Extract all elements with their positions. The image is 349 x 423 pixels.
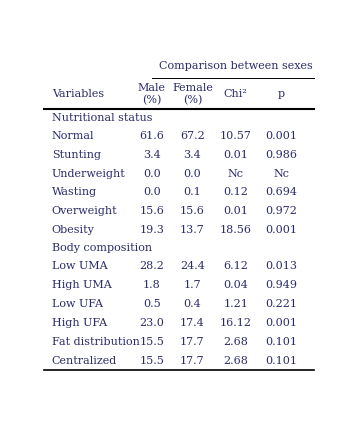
Text: 1.7: 1.7 xyxy=(184,280,201,290)
Text: Centralized: Centralized xyxy=(52,355,117,365)
Text: Low UFA: Low UFA xyxy=(52,299,103,309)
Text: Body composition: Body composition xyxy=(52,243,152,253)
Text: 0.101: 0.101 xyxy=(266,355,298,365)
Text: 17.7: 17.7 xyxy=(180,337,205,346)
Text: 17.7: 17.7 xyxy=(180,355,205,365)
Text: 0.4: 0.4 xyxy=(184,299,201,309)
Text: 0.001: 0.001 xyxy=(266,318,298,328)
Text: Nc: Nc xyxy=(228,168,244,179)
Text: 0.972: 0.972 xyxy=(266,206,298,216)
Text: 23.0: 23.0 xyxy=(139,318,164,328)
Text: Overweight: Overweight xyxy=(52,206,117,216)
Text: 0.12: 0.12 xyxy=(223,187,248,198)
Text: 2.68: 2.68 xyxy=(223,337,248,346)
Text: 61.6: 61.6 xyxy=(139,131,164,141)
Text: Normal: Normal xyxy=(52,131,94,141)
Text: Nc: Nc xyxy=(274,168,290,179)
Text: Underweight: Underweight xyxy=(52,168,126,179)
Text: 0.001: 0.001 xyxy=(266,131,298,141)
Text: 0.0: 0.0 xyxy=(184,168,201,179)
Text: 19.3: 19.3 xyxy=(139,225,164,235)
Text: 6.12: 6.12 xyxy=(223,261,248,271)
Text: p: p xyxy=(278,89,285,99)
Text: 15.6: 15.6 xyxy=(180,206,205,216)
Text: 0.0: 0.0 xyxy=(143,168,161,179)
Text: 0.101: 0.101 xyxy=(266,337,298,346)
Text: 0.01: 0.01 xyxy=(223,150,248,159)
Text: High UFA: High UFA xyxy=(52,318,107,328)
Text: Fat distribution: Fat distribution xyxy=(52,337,140,346)
Text: 18.56: 18.56 xyxy=(220,225,252,235)
Text: 16.12: 16.12 xyxy=(220,318,252,328)
Text: 15.5: 15.5 xyxy=(139,355,164,365)
Text: 1.21: 1.21 xyxy=(223,299,248,309)
Text: 0.01: 0.01 xyxy=(223,206,248,216)
Text: 0.949: 0.949 xyxy=(266,280,298,290)
Text: 67.2: 67.2 xyxy=(180,131,205,141)
Text: 2.68: 2.68 xyxy=(223,355,248,365)
Text: Male
(%): Male (%) xyxy=(138,83,166,105)
Text: Low UMA: Low UMA xyxy=(52,261,107,271)
Text: 0.221: 0.221 xyxy=(266,299,298,309)
Text: 0.694: 0.694 xyxy=(266,187,298,198)
Text: Variables: Variables xyxy=(52,89,104,99)
Text: 10.57: 10.57 xyxy=(220,131,252,141)
Text: 0.013: 0.013 xyxy=(266,261,298,271)
Text: 17.4: 17.4 xyxy=(180,318,205,328)
Text: 0.1: 0.1 xyxy=(184,187,201,198)
Text: Nutritional status: Nutritional status xyxy=(52,113,152,123)
Text: Obesity: Obesity xyxy=(52,225,95,235)
Text: 3.4: 3.4 xyxy=(184,150,201,159)
Text: Female
(%): Female (%) xyxy=(172,83,213,105)
Text: High UMA: High UMA xyxy=(52,280,111,290)
Text: Chi²: Chi² xyxy=(224,89,247,99)
Text: Stunting: Stunting xyxy=(52,150,101,159)
Text: 28.2: 28.2 xyxy=(139,261,164,271)
Text: 0.0: 0.0 xyxy=(143,187,161,198)
Text: 13.7: 13.7 xyxy=(180,225,205,235)
Text: 0.04: 0.04 xyxy=(223,280,248,290)
Text: 0.5: 0.5 xyxy=(143,299,161,309)
Text: Wasting: Wasting xyxy=(52,187,97,198)
Text: 0.986: 0.986 xyxy=(266,150,298,159)
Text: 3.4: 3.4 xyxy=(143,150,161,159)
Text: 24.4: 24.4 xyxy=(180,261,205,271)
Text: 0.001: 0.001 xyxy=(266,225,298,235)
Text: Comparison between sexes: Comparison between sexes xyxy=(159,60,313,71)
Text: 1.8: 1.8 xyxy=(143,280,161,290)
Text: 15.6: 15.6 xyxy=(139,206,164,216)
Text: 15.5: 15.5 xyxy=(139,337,164,346)
